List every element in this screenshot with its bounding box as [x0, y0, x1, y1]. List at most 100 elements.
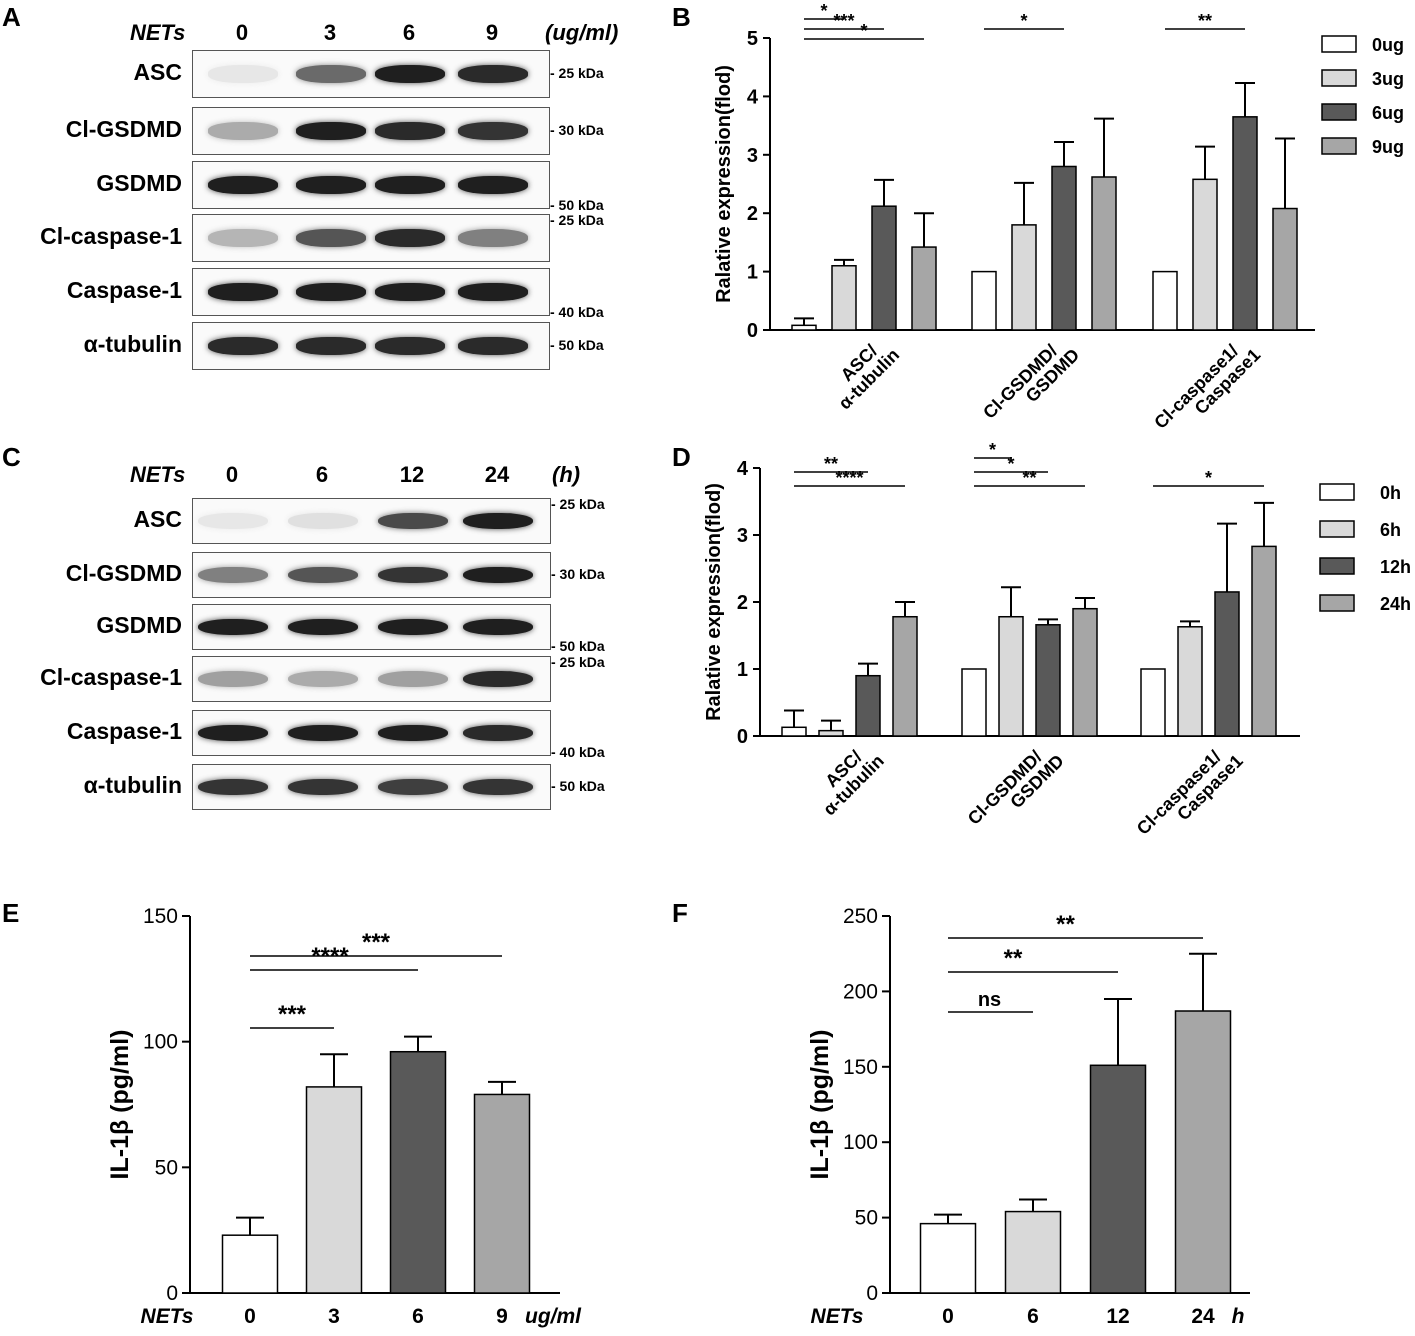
x-axis-unit: ug/ml — [525, 1305, 582, 1328]
blot-membrane-strip — [192, 214, 550, 262]
bar-0 — [221, 1234, 279, 1294]
molecular-weight-marker: - 50 kDa — [551, 778, 605, 794]
blot-header-label: NETs — [130, 462, 186, 487]
protein-band — [288, 566, 358, 584]
protein-band — [463, 724, 533, 742]
bar-6 — [389, 1050, 447, 1294]
protein-band — [198, 566, 268, 584]
blot-row-label: ASC — [133, 59, 182, 85]
protein-band — [375, 176, 445, 194]
legend-label: 3ug — [1372, 69, 1404, 89]
significance-label: ** — [1198, 11, 1212, 31]
blot-row-label: GSDMD — [96, 612, 182, 638]
protein-band — [463, 778, 533, 796]
significance-label: * — [820, 1, 827, 21]
significance-label: ** — [1004, 945, 1023, 972]
bar-3ug — [1011, 224, 1037, 331]
significance-label: ns — [978, 989, 1001, 1011]
protein-band — [375, 122, 445, 140]
blot-membrane-strip — [192, 604, 551, 650]
bar-6ug — [1232, 116, 1258, 331]
y-tick-label: 200 — [843, 980, 878, 1003]
y-tick-label: 4 — [737, 458, 749, 480]
bar-12 — [1089, 1064, 1147, 1294]
legend-label: 6h — [1380, 520, 1401, 540]
blot-membrane-strip — [192, 710, 551, 756]
y-tick-label: 100 — [843, 1131, 878, 1154]
y-axis-label: IL-1β (pg/ml) — [806, 1030, 834, 1180]
significance-label: ** — [1022, 468, 1036, 488]
bar-0h — [781, 726, 807, 737]
y-tick-label: 3 — [737, 525, 748, 547]
x-tick-label: 3 — [328, 1305, 340, 1328]
bar-24h — [892, 615, 918, 737]
blot-membrane-strip — [192, 50, 550, 98]
protein-band — [463, 512, 533, 530]
bar-24 — [1174, 1010, 1232, 1294]
y-tick-label: 2 — [737, 592, 748, 614]
y-tick-label: 50 — [855, 1207, 878, 1230]
molecular-weight-marker: - 30 kDa — [550, 122, 604, 138]
protein-band — [208, 176, 278, 194]
protein-band — [458, 283, 528, 301]
blot-row-label: α-tubulin — [83, 331, 182, 357]
x-axis-prefix: NETs — [811, 1305, 864, 1328]
panel-letter-b: B — [672, 2, 691, 32]
y-tick-label: 50 — [155, 1156, 178, 1179]
blot-membrane-strip — [192, 656, 551, 702]
protein-band — [458, 229, 528, 247]
significance-label: *** — [833, 11, 854, 31]
protein-band — [463, 670, 533, 688]
bar-0ug — [1152, 270, 1178, 331]
y-tick-label: 0 — [866, 1282, 878, 1305]
y-tick-label: 4 — [747, 86, 759, 108]
x-axis-prefix: NETs — [141, 1305, 194, 1328]
bar-12h — [1035, 624, 1061, 737]
bar-9ug — [911, 246, 937, 331]
significance-label: * — [1020, 11, 1027, 31]
protein-band — [296, 65, 366, 83]
molecular-weight-marker: - 40 kDa — [550, 304, 604, 320]
blot-row-label: α-tubulin — [83, 772, 182, 798]
molecular-weight-marker: - 50 kDa — [550, 337, 604, 353]
blot-row-label: ASC — [133, 506, 182, 532]
molecular-weight-marker: - 25 kDa — [550, 212, 604, 228]
protein-band — [296, 283, 366, 301]
significance-label: * — [860, 21, 867, 41]
bar-6h — [998, 615, 1024, 737]
protein-band — [288, 778, 358, 796]
protein-band — [375, 283, 445, 301]
y-axis-label: Ralative expression(flod) — [713, 65, 735, 303]
legend-swatch — [1319, 483, 1355, 501]
blot-row-label: Cl-caspase-1 — [40, 223, 182, 249]
western-blot-panel-c: NETs 0 6 12 24 (h) ASC - 25 kDa Cl-GSDMD - 30 kDa… — [0, 440, 660, 840]
significance-label: *** — [362, 929, 391, 956]
molecular-weight-marker: - 25 kDa — [551, 496, 605, 512]
significance-label: * — [1205, 468, 1212, 488]
blot-row-label: Caspase-1 — [66, 718, 182, 744]
bar-9ug — [1091, 176, 1117, 331]
significance-label: * — [1007, 454, 1014, 474]
y-tick-label: 1 — [737, 659, 748, 681]
protein-band — [208, 229, 278, 247]
protein-band — [463, 618, 533, 636]
protein-band — [375, 229, 445, 247]
y-tick-label: 100 — [143, 1031, 178, 1054]
blot-membrane-strip — [192, 764, 551, 810]
y-tick-label: 1 — [747, 262, 758, 284]
protein-band — [463, 566, 533, 584]
bar-9ug — [1272, 207, 1298, 331]
blot-membrane-strip — [192, 322, 550, 370]
protein-band — [375, 337, 445, 355]
panel-letter-e: E — [2, 898, 20, 928]
y-tick-label: 150 — [143, 905, 178, 928]
legend-swatch — [1321, 103, 1357, 121]
blot-row-label: Cl-GSDMD — [65, 116, 182, 142]
blot-lane-label: 12 — [399, 462, 425, 487]
legend-label: 6ug — [1372, 103, 1404, 123]
bar-12h — [1214, 591, 1240, 737]
bar-0ug — [971, 270, 997, 331]
legend-label: 24h — [1380, 594, 1411, 614]
x-tick-label: 6 — [1027, 1305, 1039, 1328]
